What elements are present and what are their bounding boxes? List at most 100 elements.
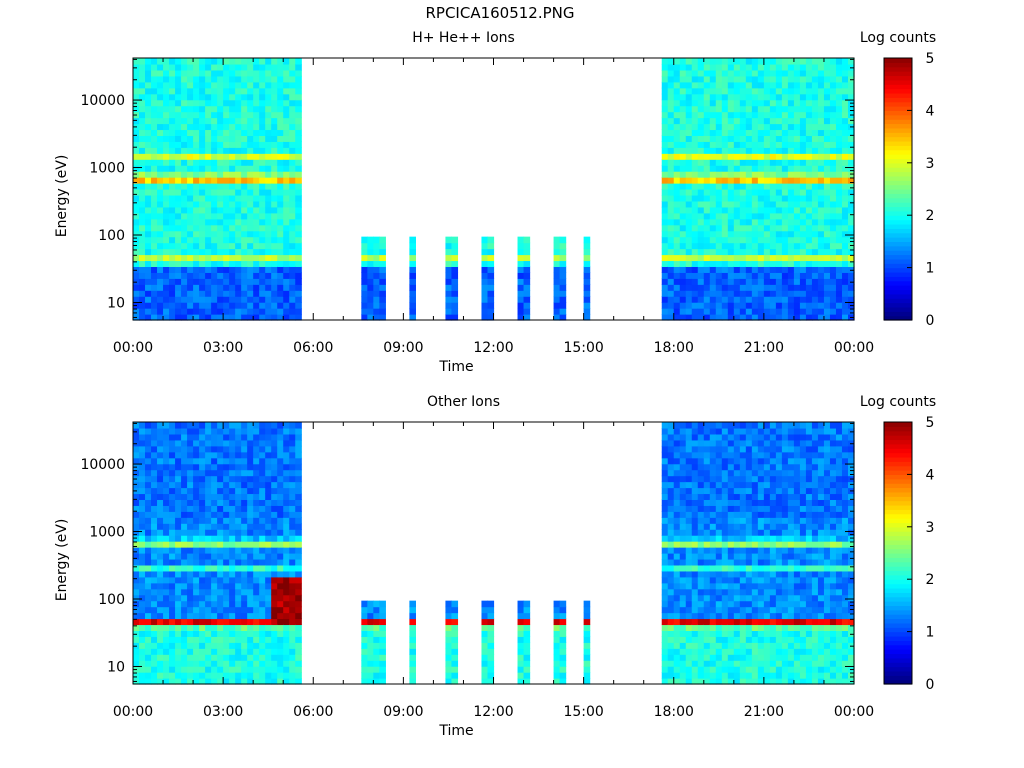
heatmap-cell xyxy=(163,284,170,291)
heatmap-cell xyxy=(661,260,669,267)
heatmap-cell xyxy=(133,230,140,238)
heatmap-cell xyxy=(193,511,200,518)
heatmap-cell xyxy=(661,266,669,273)
heatmap-cell xyxy=(679,105,687,113)
heatmap-cell xyxy=(211,236,218,244)
heatmap-cell xyxy=(175,564,182,572)
heatmap-cell xyxy=(697,666,705,673)
heatmap-cell xyxy=(481,308,489,315)
heatmap-cell xyxy=(187,290,194,297)
heatmap-cell xyxy=(481,272,489,279)
heatmap-cell xyxy=(811,87,819,95)
heatmap-cell xyxy=(409,260,416,267)
heatmap-cell xyxy=(265,278,272,285)
heatmap-cell xyxy=(229,117,236,125)
heatmap-cell xyxy=(289,517,296,524)
heatmap-cell xyxy=(139,99,146,107)
heatmap-cell xyxy=(169,129,176,136)
heatmap-cell xyxy=(451,600,459,608)
heatmap-cell xyxy=(481,248,489,256)
heatmap-cell xyxy=(175,427,182,435)
heatmap-cell xyxy=(727,576,735,584)
heatmap-cell xyxy=(703,463,711,471)
heatmap-cell xyxy=(709,105,717,113)
heatmap-cell xyxy=(145,159,152,166)
heatmap-cell xyxy=(721,111,729,119)
heatmap-cell xyxy=(829,242,837,250)
heatmap-cell xyxy=(583,308,591,315)
heatmap-cell xyxy=(133,648,140,655)
heatmap-cell xyxy=(811,183,819,190)
heatmap-cell xyxy=(727,606,735,614)
heatmap-cell xyxy=(715,553,723,560)
heatmap-cell xyxy=(205,224,212,232)
heatmap-cell xyxy=(241,505,248,512)
heatmap-cell xyxy=(727,600,735,608)
heatmap-cell xyxy=(715,570,723,578)
heatmap-cell xyxy=(517,314,525,321)
heatmap-cell xyxy=(817,117,825,125)
heatmap-cell xyxy=(211,624,218,631)
heatmap-cell xyxy=(445,266,453,273)
heatmap-cell xyxy=(799,135,807,142)
heatmap-cell xyxy=(703,654,711,661)
heatmap-cell xyxy=(199,272,206,279)
heatmap-cell xyxy=(139,624,146,631)
heatmap-cell xyxy=(451,648,459,655)
heatmap-cell xyxy=(769,189,777,196)
heatmap-cell xyxy=(787,224,795,232)
heatmap-cell xyxy=(211,666,218,673)
heatmap-cell xyxy=(757,290,765,297)
heatmap-cell xyxy=(157,499,164,506)
heatmap-cell xyxy=(199,58,206,65)
heatmap-cell xyxy=(145,600,152,608)
heatmap-cell xyxy=(667,200,675,208)
heatmap-cell xyxy=(847,105,855,113)
heatmap-cell xyxy=(283,248,290,256)
heatmap-cell xyxy=(829,129,837,136)
heatmap-cell xyxy=(181,111,188,119)
heatmap-cell xyxy=(235,314,242,321)
heatmap-cell xyxy=(175,541,182,548)
heatmap-cell xyxy=(259,69,266,77)
heatmap-cell xyxy=(679,427,687,435)
heatmap-cell xyxy=(151,194,158,202)
heatmap-cell xyxy=(739,302,747,309)
heatmap-cell xyxy=(187,600,194,608)
heatmap-cell xyxy=(139,612,146,620)
heatmap-cell xyxy=(145,135,152,142)
heatmap-cell xyxy=(223,487,230,495)
heatmap-cell xyxy=(697,117,705,125)
heatmap-cell xyxy=(721,594,729,602)
heatmap-cell xyxy=(793,87,801,95)
heatmap-cell xyxy=(259,594,266,602)
heatmap-cell xyxy=(139,576,146,584)
heatmap-cell xyxy=(163,600,170,608)
heatmap-cell xyxy=(289,314,296,321)
heatmap-cell xyxy=(793,230,801,238)
heatmap-cell xyxy=(667,272,675,279)
heatmap-cell xyxy=(295,547,302,554)
heatmap-cell xyxy=(175,612,182,620)
heatmap-cell xyxy=(289,457,296,465)
heatmap-cell xyxy=(163,612,170,620)
heatmap-cell xyxy=(673,111,681,119)
heatmap-cell xyxy=(775,314,783,321)
heatmap-cell xyxy=(739,194,747,202)
heatmap-cell xyxy=(163,618,170,626)
heatmap-cell xyxy=(277,547,284,554)
heatmap-cell xyxy=(679,272,687,279)
heatmap-cell xyxy=(175,58,182,65)
heatmap-cell xyxy=(235,75,242,83)
heatmap-cell xyxy=(487,642,495,649)
heatmap-cell xyxy=(727,123,735,131)
heatmap-cell xyxy=(751,302,759,309)
heatmap-cell xyxy=(163,290,170,297)
heatmap-cell xyxy=(445,672,453,679)
heatmap-cell xyxy=(259,535,266,542)
heatmap-cell xyxy=(253,541,260,548)
heatmap-cell xyxy=(187,248,194,256)
heatmap-cell xyxy=(199,302,206,309)
heatmap-cell xyxy=(793,278,801,285)
heatmap-cell xyxy=(697,212,705,220)
